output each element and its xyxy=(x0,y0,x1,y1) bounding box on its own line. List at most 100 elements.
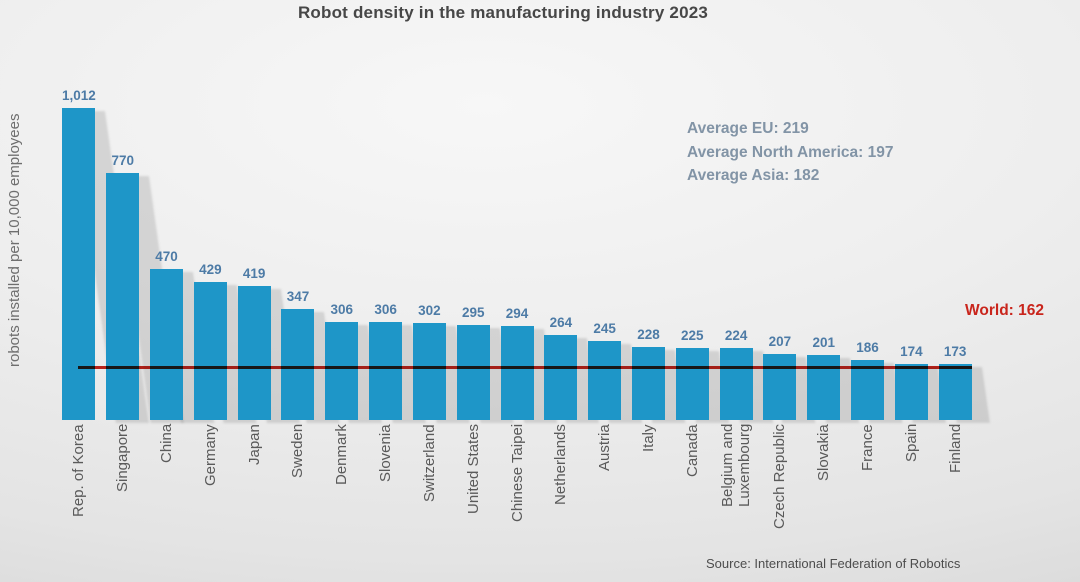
x-axis-label: Denmark xyxy=(333,424,351,485)
bar xyxy=(150,269,184,420)
bar-slot: 306 xyxy=(320,88,364,420)
bar-value-label: 770 xyxy=(111,153,134,168)
plot-area: 1,012 770 470 429 419 347 306 306 302 295 294 264 24… xyxy=(57,88,977,420)
bar-value-label: 470 xyxy=(155,249,178,264)
x-axis-label: Spain xyxy=(902,424,920,463)
x-label-slot: Finland xyxy=(933,424,977,552)
bar xyxy=(763,354,797,420)
bar xyxy=(807,355,841,420)
bar-slot: 419 xyxy=(232,88,276,420)
annotation-eu: Average EU: 219 xyxy=(687,120,809,137)
x-label-slot: Italy xyxy=(627,424,671,552)
bar-slot: 302 xyxy=(408,88,452,420)
bar-value-label: 201 xyxy=(812,335,835,350)
bar xyxy=(894,364,928,420)
annotation-north-america: Average North America: 197 xyxy=(687,143,894,161)
x-axis-label: Singapore xyxy=(114,424,132,493)
bar xyxy=(106,173,140,420)
y-axis-label: robots installed per 10,000 employees xyxy=(6,113,23,367)
x-label-slot: China xyxy=(145,424,189,552)
x-label-slot: Japan xyxy=(232,424,276,552)
world-average-line xyxy=(78,366,972,369)
bar-value-label: 429 xyxy=(199,262,222,277)
bar-value-label: 294 xyxy=(505,306,529,321)
bar xyxy=(588,341,622,420)
bar xyxy=(719,348,753,420)
bar-value-label: 207 xyxy=(768,334,792,349)
bar xyxy=(193,282,227,420)
x-axis-label: Germany xyxy=(201,424,219,486)
x-axis-label: Switzerland xyxy=(420,424,438,502)
bar-slot: 201 xyxy=(802,88,846,420)
x-label-slot: Netherlands xyxy=(539,424,583,552)
bar xyxy=(500,326,534,420)
x-axis-label: Rep. of Korea xyxy=(70,424,88,517)
x-label-slot: Switzerland xyxy=(408,424,452,552)
x-axis-label: France xyxy=(859,424,877,471)
bar-slot: 294 xyxy=(495,88,539,420)
x-axis-label: Finland xyxy=(946,424,964,474)
x-label-slot: France xyxy=(846,424,890,552)
bar-value-label: 419 xyxy=(242,266,266,281)
x-label-slot: Slovakia xyxy=(802,424,846,552)
bar-slot: 295 xyxy=(451,88,495,420)
x-label-slot: Austria xyxy=(583,424,627,552)
x-axis-label: Sweden xyxy=(289,424,307,479)
bar-value-label: 224 xyxy=(724,328,748,343)
bar-value-label: 186 xyxy=(856,340,879,355)
bar-slot: 186 xyxy=(846,88,890,420)
bar xyxy=(237,286,271,420)
bar-slot: 306 xyxy=(364,88,408,420)
bar xyxy=(456,325,490,420)
x-axis-labels: Rep. of Korea Singapore China Germany Japan S… xyxy=(57,424,977,556)
x-axis-label: Chinese Taipei xyxy=(508,424,526,523)
chart-title: Robot density in the manufacturing indus… xyxy=(297,3,709,22)
bar-value-label: 306 xyxy=(330,302,354,317)
x-axis-label: Belgium and Luxembourg xyxy=(719,424,754,508)
bar xyxy=(675,348,709,420)
bar-slot: 770 xyxy=(101,88,145,420)
x-label-slot: Denmark xyxy=(320,424,364,552)
bar xyxy=(938,364,972,420)
bar-value-label: 302 xyxy=(418,303,441,318)
x-axis-label: Japan xyxy=(245,424,263,465)
bar xyxy=(62,108,96,420)
bar-value-label: 306 xyxy=(374,302,397,317)
x-label-slot: Rep. of Korea xyxy=(57,424,101,552)
averages-annotation: Average EU: 219 Average North America: 1… xyxy=(687,117,893,188)
x-axis-label: Italy xyxy=(639,424,657,452)
bar-value-label: 228 xyxy=(637,327,660,342)
bar-slot: 429 xyxy=(188,88,232,420)
bar-value-label: 1,012 xyxy=(62,88,96,103)
x-label-slot: Slovenia xyxy=(364,424,408,552)
x-label-slot: Spain xyxy=(889,424,933,552)
x-label-slot: Singapore xyxy=(101,424,145,552)
bar-value-label: 347 xyxy=(286,289,310,304)
bar-slot: 224 xyxy=(714,88,758,420)
x-axis-label: Netherlands xyxy=(552,424,570,505)
bar xyxy=(281,309,315,420)
bar xyxy=(851,360,885,420)
x-label-slot: Germany xyxy=(188,424,232,552)
bar-slot: 470 xyxy=(145,88,189,420)
bar xyxy=(369,322,403,420)
bar-value-label: 225 xyxy=(681,328,704,343)
bar xyxy=(544,335,578,420)
x-label-slot: Czech Republic xyxy=(758,424,802,552)
x-axis-label: China xyxy=(158,424,176,464)
bar-slot: 174 xyxy=(889,88,933,420)
bar-slot: 264 xyxy=(539,88,583,420)
bar-slot: 228 xyxy=(627,88,671,420)
bar-value-label: 295 xyxy=(461,305,485,320)
x-axis-label: Slovenia xyxy=(377,424,395,482)
bar-slot: 1,012 xyxy=(57,88,101,420)
x-label-slot: Sweden xyxy=(276,424,320,552)
x-label-slot: United States xyxy=(451,424,495,552)
bar-slot: 225 xyxy=(670,88,714,420)
bar-value-label: 174 xyxy=(900,344,923,359)
bar-slot: 207 xyxy=(758,88,802,420)
x-label-slot: Chinese Taipei xyxy=(495,424,539,552)
annotation-asia: Average Asia: 182 xyxy=(687,167,820,184)
x-axis-label: Czech Republic xyxy=(771,424,789,530)
x-axis-label: Canada xyxy=(683,424,701,477)
